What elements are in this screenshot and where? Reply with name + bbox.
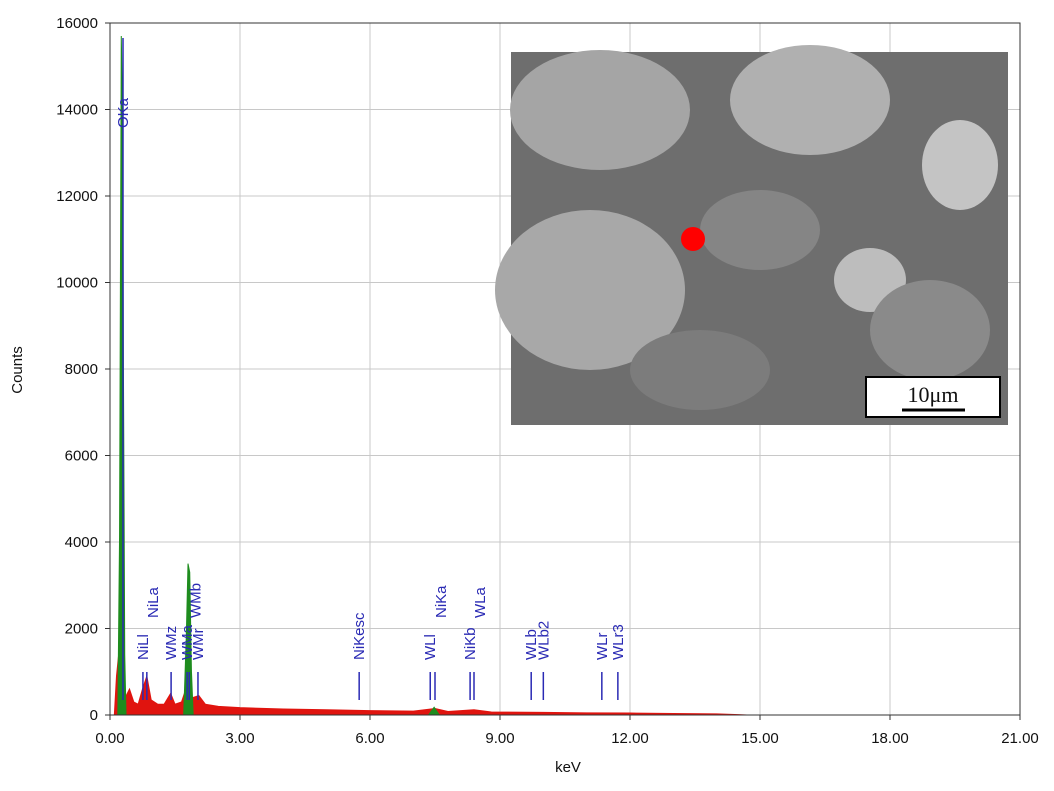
inset-point [681, 227, 705, 251]
peak-label: WMr [190, 628, 207, 660]
peak-label: NiLl [135, 634, 152, 660]
peak-label: WMz [163, 626, 180, 660]
y-tick-label: 6000 [65, 448, 98, 465]
peak-label: NiKesc [351, 612, 368, 660]
scale-label: 10μm [908, 382, 959, 407]
inset-grain [700, 190, 820, 270]
inset-grain [922, 120, 998, 210]
y-tick-label: 0 [90, 707, 98, 724]
y-tick-label: 12000 [56, 188, 98, 205]
peak-label: WLr [594, 633, 611, 661]
x-axis-label: keV [555, 759, 581, 776]
x-tick-label: 6.00 [355, 730, 384, 747]
peak-label: WLr3 [610, 624, 627, 660]
x-tick-label: 15.00 [741, 730, 779, 747]
inset-grain [870, 280, 990, 380]
inset-grain [730, 45, 890, 155]
y-tick-label: 4000 [65, 534, 98, 551]
x-tick-label: 3.00 [225, 730, 254, 747]
x-tick-label: 9.00 [485, 730, 514, 747]
peak-label: WLb2 [535, 621, 552, 660]
peak-label: NiKb [462, 627, 479, 660]
x-tick-label: 0.00 [95, 730, 124, 747]
x-tick-label: 18.00 [871, 730, 909, 747]
peak-label: WLl [422, 634, 439, 660]
y-tick-label: 14000 [56, 102, 98, 119]
y-tick-label: 10000 [56, 275, 98, 292]
y-tick-label: 8000 [65, 361, 98, 378]
x-tick-label: 12.00 [611, 730, 649, 747]
y-tick-label: 2000 [65, 621, 98, 638]
page: {"chart_data": {"type": "spectrum", "xla… [0, 0, 1054, 791]
spectrum-area [118, 36, 440, 715]
chart: keV Counts 0 2000 4000 6000 8000 10000 12000 14… [0, 0, 1054, 786]
inset-image: 10μm [495, 45, 1008, 425]
y-tick-label: 16000 [56, 15, 98, 32]
peak-label: OKa [115, 97, 132, 128]
peak-label: NiKa [433, 585, 450, 618]
inset-grain [510, 50, 690, 170]
x-tick-label: 21.00 [1001, 730, 1039, 747]
peak-label: WMb [187, 583, 204, 618]
y-axis-label: Counts [9, 346, 26, 394]
peak-label: NiLa [145, 586, 162, 618]
peak-label: WLa [472, 587, 489, 619]
inset-grain [630, 330, 770, 410]
